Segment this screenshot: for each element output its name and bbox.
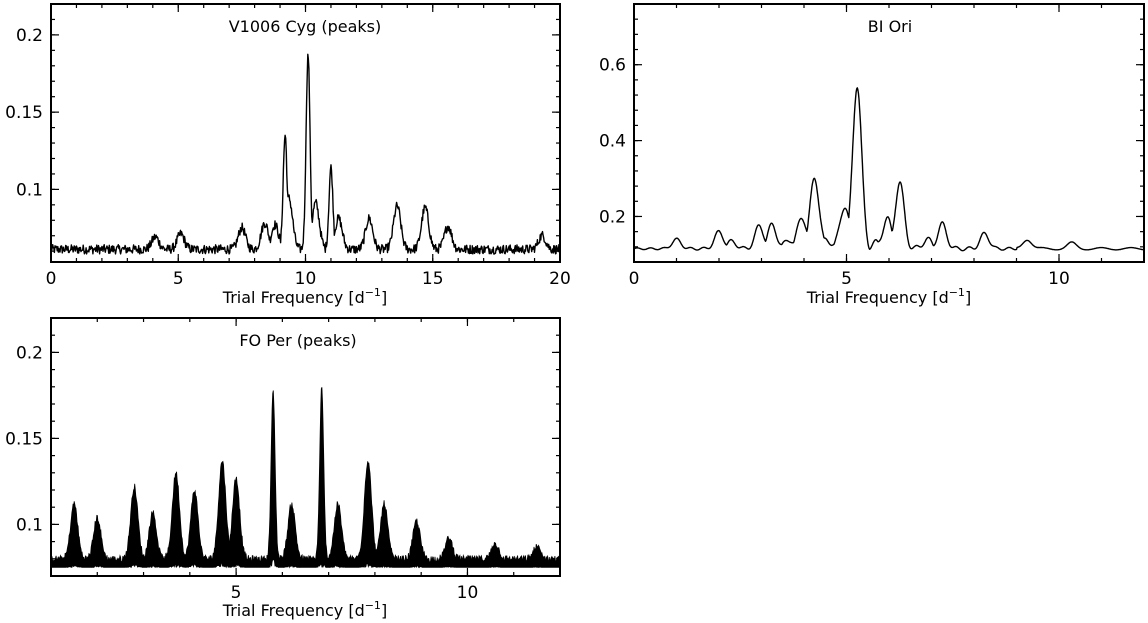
x-tick-label: 5 <box>173 269 184 289</box>
panel-bi-ori: BI Ori Trial Frequency [d−1] 0.2 0.4 0.6 0 5… <box>599 3 1145 307</box>
y-tick-label: 0.2 <box>16 26 43 46</box>
plot-frame <box>633 3 1145 263</box>
plot-frame <box>50 317 561 577</box>
y-tick-label: 0.2 <box>599 207 626 227</box>
y-tick-label: 0.1 <box>16 515 43 535</box>
x-tick-label: 20 <box>549 269 571 289</box>
x-tick-label: 5 <box>841 269 852 289</box>
x-tick-label: 0 <box>629 269 640 289</box>
x-tick-label: 0 <box>46 269 57 289</box>
x-axis-label: Trial Frequency [d−1] <box>222 286 387 307</box>
y-tick-label: 0.4 <box>599 132 626 152</box>
y-tick-label: 0.1 <box>16 180 43 200</box>
periodogram-band <box>50 387 561 569</box>
x-tick-label: 10 <box>1048 269 1070 289</box>
x-tick-label: 10 <box>295 269 317 289</box>
x-tick-label: 15 <box>422 269 444 289</box>
periodogram-line <box>633 87 1145 252</box>
y-tick-label: 0.15 <box>5 429 43 449</box>
panel-v1006-cyg: V1006 Cyg (peaks) Trial Frequency [d−1] … <box>5 3 571 307</box>
y-tick-label: 0.6 <box>599 56 626 76</box>
chart-title: FO Per (peaks) <box>239 331 356 350</box>
periodogram-line <box>50 53 561 255</box>
x-tick-label: 10 <box>457 583 479 603</box>
chart-title: BI Ori <box>868 17 912 36</box>
y-tick-label: 0.2 <box>16 343 43 363</box>
x-axis-label: Trial Frequency [d−1] <box>222 599 387 620</box>
panel-fo-per: FO Per (peaks) Trial Frequency [d−1] 0.1… <box>5 317 561 620</box>
chart-title: V1006 Cyg (peaks) <box>229 17 382 36</box>
x-axis-label: Trial Frequency [d−1] <box>806 286 971 307</box>
y-tick-label: 0.15 <box>5 103 43 123</box>
x-tick-label: 5 <box>231 583 242 603</box>
